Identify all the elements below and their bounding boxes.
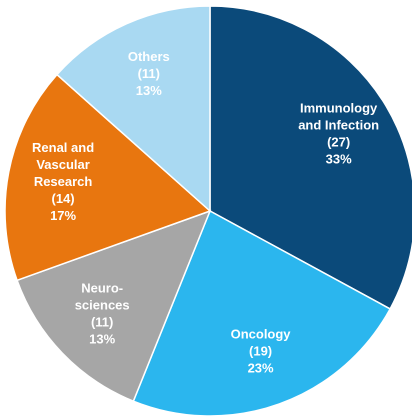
slice-label: (27) [327, 134, 350, 149]
slice-label: 13% [136, 83, 162, 98]
slice-label: Oncology [231, 326, 292, 341]
slice-label: Renal and [32, 140, 94, 155]
slice-label: 17% [50, 208, 76, 223]
pie-slice [209, 5, 412, 310]
slice-label: Immunology [300, 100, 378, 115]
slice-label: sciences [75, 298, 130, 313]
slice-label: Others [128, 49, 170, 64]
pie-slice [132, 209, 392, 417]
slice-label: 23% [248, 360, 274, 375]
pie-slice [55, 5, 211, 213]
slice-label: 13% [89, 332, 115, 347]
pie-slice [16, 209, 212, 403]
slice-label: (14) [52, 191, 75, 206]
slice-label: (11) [91, 315, 113, 330]
slice-label: Vascular [36, 157, 90, 172]
slice-label: (19) [249, 343, 272, 358]
slice-label: Research [34, 174, 93, 189]
slice-label: Neuro- [81, 281, 123, 296]
slice-label: 33% [326, 151, 352, 166]
slice-label: and Infection [298, 117, 379, 132]
pie-slice [4, 73, 212, 282]
slice-label: (11) [138, 66, 160, 81]
